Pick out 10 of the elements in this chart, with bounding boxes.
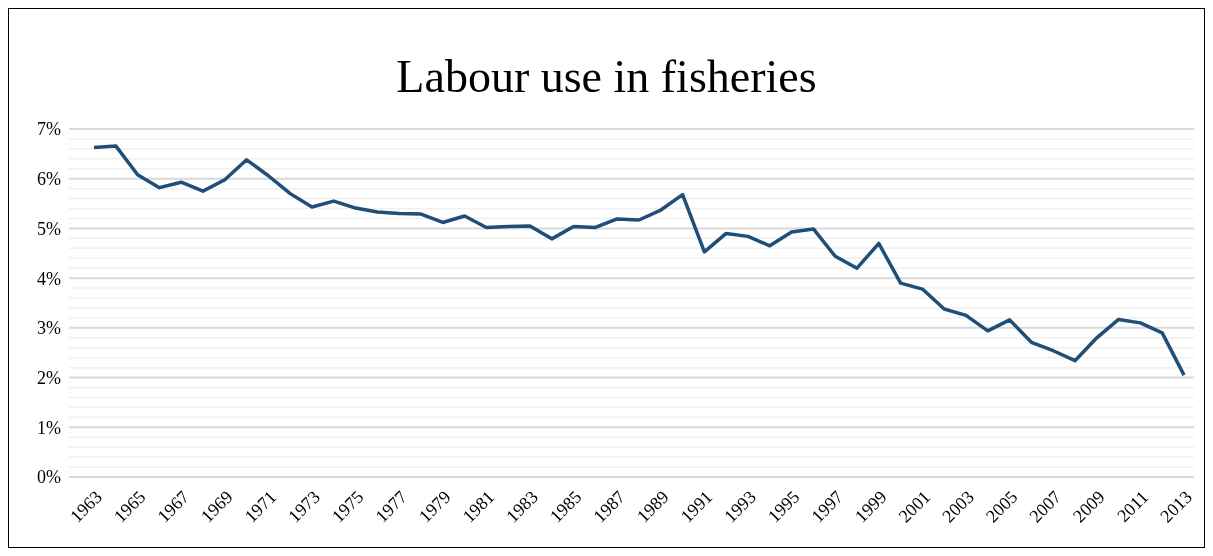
y-tick-label: 1% bbox=[37, 417, 61, 438]
y-tick-label: 4% bbox=[37, 268, 61, 289]
y-tick-label: 7% bbox=[37, 119, 61, 140]
chart-title: Labour use in fisheries bbox=[395, 50, 818, 104]
y-tick-label: 6% bbox=[37, 169, 61, 190]
y-tick-label: 5% bbox=[37, 218, 61, 239]
y-tick-label: 3% bbox=[37, 318, 61, 339]
line-series bbox=[92, 144, 1186, 377]
y-tick-label: 0% bbox=[37, 467, 61, 488]
y-tick-label: 2% bbox=[37, 367, 61, 388]
